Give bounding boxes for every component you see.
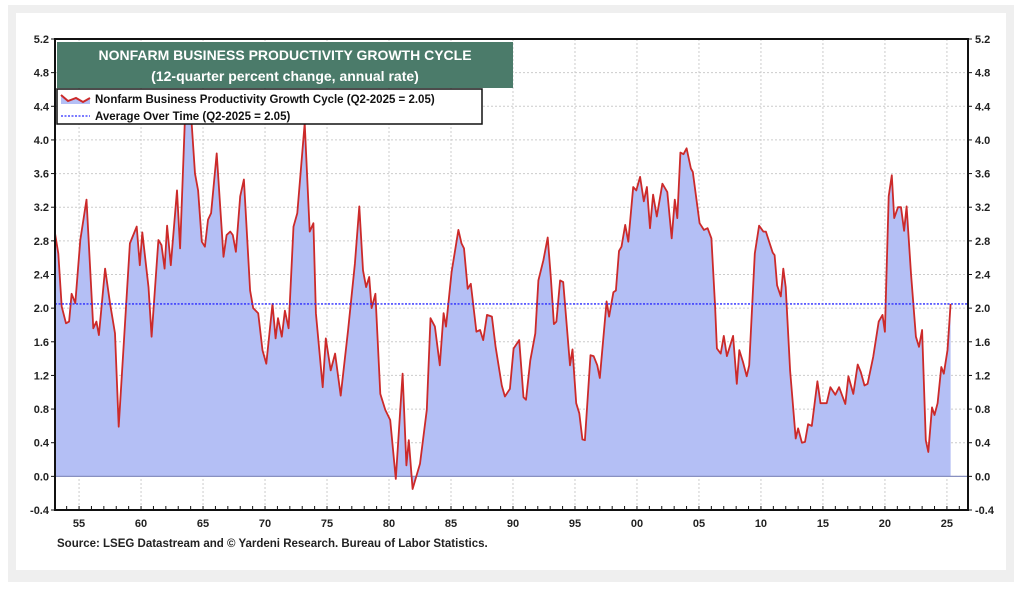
series-line-productivity <box>54 88 952 490</box>
y-tick-label-left: 4.0 <box>34 135 49 147</box>
series-area-fill <box>55 89 951 489</box>
x-tick-label: 00 <box>631 518 643 530</box>
title-box: NONFARM BUSINESS PRODUCTIVITY GROWTH CYC… <box>57 42 513 88</box>
x-tick-label: 25 <box>941 518 953 530</box>
y-tick-label-right: 0.0 <box>975 471 990 483</box>
legend-line-swatch <box>60 94 91 104</box>
legend-average-label: Average Over Time (Q2-2025 = 2.05) <box>95 111 290 123</box>
y-tick-label-right: 1.2 <box>975 370 990 382</box>
x-tick-label: 10 <box>755 518 767 530</box>
y-tick-label-left: 5.2 <box>34 34 49 46</box>
x-tick-label: 80 <box>383 518 395 530</box>
y-tick-label-right: 2.4 <box>975 270 991 282</box>
y-tick-label-right: 0.8 <box>975 404 990 416</box>
x-tick-label: 20 <box>879 518 891 530</box>
y-tick-label-left: 2.4 <box>34 270 50 282</box>
y-tick-label-left: 4.4 <box>34 101 50 113</box>
y-tick-label-left: 1.6 <box>34 337 49 349</box>
x-tick-label: 95 <box>569 518 581 530</box>
y-tick-label-right: 4.4 <box>975 101 991 113</box>
plot-border <box>54 38 969 511</box>
y-tick-label-left: 3.2 <box>34 202 49 214</box>
y-tick-label-right: 0.4 <box>975 438 991 450</box>
axes: 5.2 5.2 4.8 4.8 4.4 4.4 4.0 4.0 3.6 3.6 3.2 3.2 2.8 2… <box>30 34 995 530</box>
y-tick-label-right: 2.8 <box>975 236 990 248</box>
y-tick-label-left: 0.0 <box>34 471 49 483</box>
x-tick-label: 15 <box>817 518 829 530</box>
y-tick-label-right: 3.2 <box>975 202 990 214</box>
x-tick-label: 65 <box>197 518 209 530</box>
y-tick-label-right: 4.8 <box>975 68 990 80</box>
y-tick-label-right: 5.2 <box>975 34 990 46</box>
plot-area <box>54 88 968 490</box>
y-tick-label-left: 0.4 <box>34 438 50 450</box>
x-tick-label: 85 <box>445 518 457 530</box>
legend-series-label: Nonfarm Business Productivity Growth Cyc… <box>95 94 435 106</box>
x-tick-label: 55 <box>73 518 85 530</box>
x-tick-label: 90 <box>507 518 519 530</box>
y-tick-label-left: 2.8 <box>34 236 49 248</box>
y-tick-label-right: 3.6 <box>975 169 990 181</box>
x-tick-label: 75 <box>321 518 333 530</box>
chart-title: NONFARM BUSINESS PRODUCTIVITY GROWTH CYC… <box>98 47 471 63</box>
x-tick-label: 70 <box>259 518 271 530</box>
x-tick-label: 05 <box>693 518 705 530</box>
y-tick-label-left: -0.4 <box>30 505 50 517</box>
y-tick-label-left: 2.0 <box>34 303 49 315</box>
x-tick-label: 60 <box>135 518 147 530</box>
title-background <box>57 42 513 88</box>
y-tick-label-left: 1.2 <box>34 370 49 382</box>
y-tick-label-right: 1.6 <box>975 337 990 349</box>
source-note: Source: LSEG Datastream and © Yardeni Re… <box>57 538 488 550</box>
legend: Nonfarm Business Productivity Growth Cyc… <box>56 88 483 125</box>
legend-box <box>56 88 483 125</box>
y-tick-label-right: 2.0 <box>975 303 990 315</box>
y-tick-label-left: 4.8 <box>34 68 49 80</box>
chart-subtitle: (12-quarter percent change, annual rate) <box>151 68 419 84</box>
y-tick-label-right: 4.0 <box>975 135 990 147</box>
y-tick-label-right: -0.4 <box>975 505 995 517</box>
y-tick-label-left: 0.8 <box>34 404 49 416</box>
y-tick-label-left: 3.6 <box>34 169 49 181</box>
